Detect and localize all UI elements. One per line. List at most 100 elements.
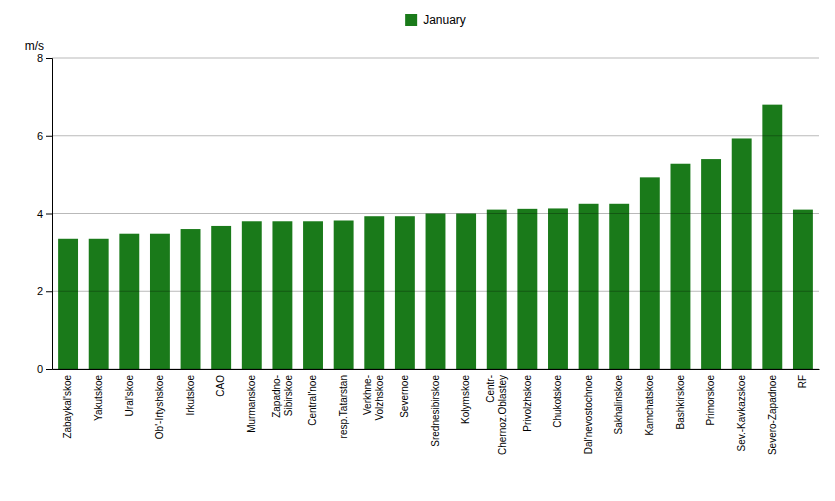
tick-label: Irkutskoe	[185, 375, 196, 416]
tick-mark	[46, 136, 52, 137]
grid-line	[52, 369, 819, 370]
y-axis: 0 2 4 6 8	[37, 52, 53, 375]
tick: CAO	[215, 369, 226, 397]
axis-line	[53, 369, 820, 370]
tick: Srednesibirskoe	[430, 369, 441, 447]
tick: Zapadno-Sibirskoe	[271, 369, 294, 418]
bar	[150, 234, 170, 369]
tick: Murmanskoe	[246, 369, 257, 433]
grid	[52, 58, 819, 369]
tick: 4	[37, 208, 52, 220]
tick: Primorskoe	[705, 369, 716, 426]
bar	[181, 229, 201, 369]
bar	[487, 210, 507, 369]
grid-line	[52, 213, 819, 214]
bar	[762, 105, 782, 369]
tick: 6	[37, 130, 52, 142]
tick: Zabaykal'skoe	[62, 369, 73, 439]
tick-label: Dal'nevostochnoe	[583, 375, 594, 455]
tick-label: Zabaykal'skoe	[62, 375, 73, 439]
tick-mark	[46, 369, 52, 370]
bar	[303, 221, 323, 369]
tick-label: Kamchatskoe	[644, 375, 655, 436]
tick-label: 8	[37, 52, 43, 64]
bar	[548, 208, 568, 369]
tick-label: Severnoe	[399, 375, 410, 418]
bar	[242, 221, 262, 369]
tick-label: Sakhalinskoe	[613, 375, 624, 435]
tick-label: 2	[37, 285, 43, 297]
tick: Yakutskoe	[93, 369, 104, 421]
grid-line	[52, 291, 819, 292]
tick: Bashkirskoe	[675, 369, 686, 429]
bar	[334, 220, 354, 369]
bar	[609, 204, 629, 369]
tick-label: Chukotskoe	[552, 375, 563, 428]
bar	[701, 159, 721, 369]
bar	[579, 204, 599, 369]
tick: resp.Tatarstan	[338, 369, 349, 438]
tick-label: Severo-Zapadnoe	[767, 375, 778, 455]
bar	[395, 216, 415, 369]
tick-label: Privolzhskoe	[522, 375, 533, 432]
y-axis-label: m/s	[25, 39, 44, 53]
tick-label: Sev.-Kavkazskoe	[736, 375, 747, 452]
tick-label: Centr-Chernoz.Oblastey	[485, 375, 508, 455]
legend-swatch	[405, 14, 417, 26]
tick: Severo-Zapadnoe	[767, 369, 778, 455]
tick: Chukotskoe	[552, 369, 563, 428]
bar	[119, 234, 139, 369]
tick: Central'noe	[307, 369, 318, 426]
legend: January	[405, 13, 466, 27]
bar	[732, 138, 752, 369]
tick-label: Yakutskoe	[93, 375, 104, 421]
tick: Verkhne-Volzhskoe	[362, 369, 385, 421]
x-axis: Zabaykal'skoe Yakutskoe Ural'skoe Ob'-Irtys…	[53, 369, 820, 455]
tick: RF	[797, 369, 808, 388]
tick-mark	[46, 214, 52, 215]
legend-label: January	[423, 13, 466, 27]
bar	[670, 164, 690, 369]
tick-label: Central'noe	[307, 375, 318, 426]
tick: Kamchatskoe	[644, 369, 655, 436]
bar	[640, 177, 660, 369]
tick: Sev.-Kavkazskoe	[736, 369, 747, 452]
bar	[272, 221, 292, 369]
tick-label: Kolymskoe	[460, 375, 471, 424]
bar	[89, 239, 109, 369]
bar	[211, 226, 231, 369]
tick: Ob'-Irtyshskoe	[154, 369, 165, 439]
tick-label: Murmanskoe	[246, 375, 257, 433]
bar	[58, 239, 78, 369]
bar	[364, 216, 384, 369]
tick-label: Verkhne-Volzhskoe	[362, 375, 385, 421]
tick-label: Srednesibirskoe	[430, 375, 441, 447]
tick-label: Zapadno-Sibirskoe	[271, 375, 294, 418]
tick-label: resp.Tatarstan	[338, 375, 349, 438]
grid-line	[52, 58, 819, 59]
tick-label: CAO	[215, 375, 226, 397]
tick-mark	[46, 58, 52, 59]
tick: Kolymskoe	[460, 369, 471, 424]
tick: 8	[37, 52, 52, 64]
tick-label: Ural'skoe	[124, 375, 135, 417]
tick-label: 0	[37, 363, 43, 375]
bar	[793, 210, 813, 369]
tick-label: Primorskoe	[705, 375, 716, 426]
tick-mark	[46, 291, 52, 292]
tick-label: Bashkirskoe	[675, 375, 686, 430]
tick: Sakhalinskoe	[613, 369, 624, 434]
tick-label: 4	[37, 208, 43, 220]
tick: Centr-Chernoz.Oblastey	[485, 369, 508, 455]
tick-label: 6	[37, 130, 43, 142]
bars	[58, 105, 813, 369]
legend-item: January	[405, 13, 466, 27]
tick: Severnoe	[399, 369, 410, 418]
tick: Irkutskoe	[185, 369, 196, 416]
tick: Privolzhskoe	[522, 369, 533, 432]
tick: Ural'skoe	[124, 369, 135, 416]
tick-label: RF	[797, 375, 808, 388]
tick: 2	[37, 285, 52, 297]
tick: 0	[37, 363, 52, 375]
tick: Dal'nevostochnoe	[583, 369, 594, 454]
